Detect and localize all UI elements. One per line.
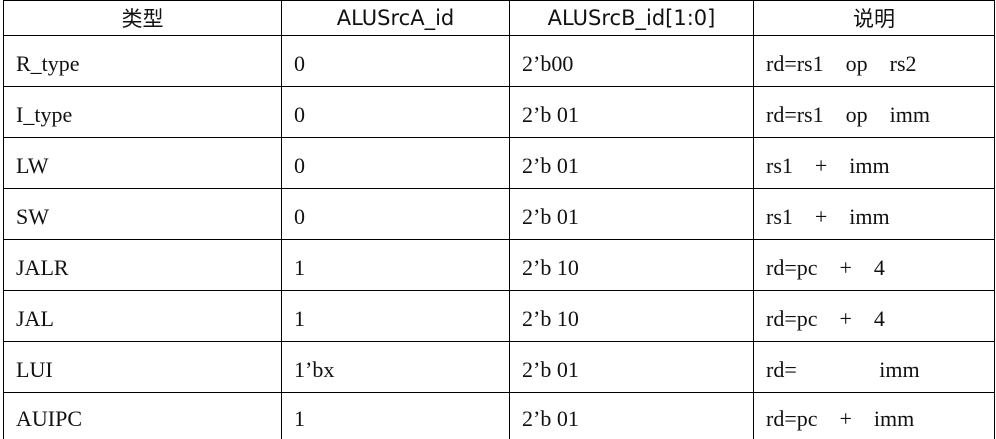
cell-description: rs1 + imm [754,138,995,189]
cell-description: rd= imm [754,342,995,393]
cell-type: R_type [4,36,282,87]
cell-alusrcb: 2’b 01 [510,138,754,189]
table-row: I_type 0 2’b 01 rd=rs1 op imm [4,87,995,138]
cell-type: JAL [4,291,282,342]
alu-source-control-table: 类型 ALUSrcA_id ALUSrcB_id[1:0] 说明 R_type … [3,0,995,439]
cell-alusrca: 0 [282,36,510,87]
cell-type: JALR [4,240,282,291]
cell-description: rd=pc + 4 [754,240,995,291]
cell-alusrcb: 2’b 01 [510,393,754,439]
cell-alusrcb: 2’b00 [510,36,754,87]
cell-type: LW [4,138,282,189]
cell-alusrcb: 2’b 01 [510,342,754,393]
table-row: JAL 1 2’b 10 rd=pc + 4 [4,291,995,342]
cell-description: rd=rs1 op imm [754,87,995,138]
cell-alusrca: 1 [282,393,510,439]
header-type: 类型 [4,1,282,36]
cell-description: rd=pc + 4 [754,291,995,342]
header-description: 说明 [754,1,995,36]
table-row: LW 0 2’b 01 rs1 + imm [4,138,995,189]
table-body: R_type 0 2’b00 rd=rs1 op rs2 I_type 0 2’… [4,36,995,439]
cell-alusrca: 0 [282,189,510,240]
cell-alusrcb: 2’b 10 [510,240,754,291]
cell-type: AUIPC [4,393,282,439]
cell-description: rs1 + imm [754,189,995,240]
cell-alusrca: 1 [282,291,510,342]
table-row: AUIPC 1 2’b 01 rd=pc + imm [4,393,995,439]
cell-type: I_type [4,87,282,138]
table-header: 类型 ALUSrcA_id ALUSrcB_id[1:0] 说明 [4,1,995,36]
cell-alusrcb: 2’b 01 [510,87,754,138]
table-row: JALR 1 2’b 10 rd=pc + 4 [4,240,995,291]
cell-alusrcb: 2’b 01 [510,189,754,240]
cell-alusrca: 0 [282,138,510,189]
cell-description: rd=pc + imm [754,393,995,439]
table-row: R_type 0 2’b00 rd=rs1 op rs2 [4,36,995,87]
table-row: SW 0 2’b 01 rs1 + imm [4,189,995,240]
cell-alusrca: 0 [282,87,510,138]
cell-alusrca: 1’bx [282,342,510,393]
header-alusrca: ALUSrcA_id [282,1,510,36]
cell-type: SW [4,189,282,240]
header-row: 类型 ALUSrcA_id ALUSrcB_id[1:0] 说明 [4,1,995,36]
cell-alusrcb: 2’b 10 [510,291,754,342]
cell-description: rd=rs1 op rs2 [754,36,995,87]
header-alusrcb: ALUSrcB_id[1:0] [510,1,754,36]
control-signal-table-wrapper: 类型 ALUSrcA_id ALUSrcB_id[1:0] 说明 R_type … [0,0,996,407]
table-row: LUI 1’bx 2’b 01 rd= imm [4,342,995,393]
cell-alusrca: 1 [282,240,510,291]
cell-type: LUI [4,342,282,393]
